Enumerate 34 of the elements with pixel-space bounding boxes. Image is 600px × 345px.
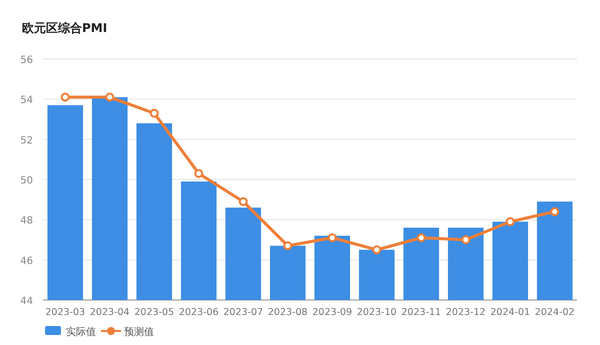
- x-tick-label: 2023-05: [134, 307, 174, 318]
- point: [150, 108, 159, 118]
- x-tick-label: 2023-03: [45, 307, 86, 318]
- y-tick-label: 54: [20, 95, 33, 106]
- x-tick-label: 2023-12: [446, 307, 486, 318]
- point: [283, 241, 292, 250]
- point: [328, 233, 337, 242]
- x-tick-label: 2024-02: [534, 307, 575, 318]
- x-tick-label: 2023-04: [90, 307, 130, 318]
- legend-label: 实际值: [66, 326, 96, 338]
- x-tick-label: 2023-07: [223, 307, 264, 318]
- x-tick-label: 2023-10: [356, 307, 397, 318]
- x-tick-label: 2023-06: [178, 307, 219, 318]
- x-tick-label: 2023-11: [401, 307, 442, 318]
- y-tick-label: 50: [20, 176, 33, 186]
- point: [238, 197, 248, 206]
- x-tick-label: 2023-09: [312, 307, 352, 318]
- chart-title: 欧元区综合PMI: [22, 21, 108, 35]
- point: [105, 92, 114, 102]
- y-tick-label: 52: [20, 135, 33, 146]
- point: [506, 217, 515, 226]
- x-tick-label: 2023-08: [268, 307, 308, 318]
- y-tick-label: 48: [20, 216, 33, 227]
- point: [372, 245, 382, 254]
- y-tick-label: 46: [20, 256, 33, 267]
- point: [60, 92, 70, 102]
- point: [461, 235, 470, 244]
- point: [550, 207, 560, 216]
- x-tick-label: 2024-01: [490, 307, 530, 318]
- point: [194, 168, 204, 178]
- y-tick-label: 44: [20, 296, 33, 307]
- legend-label: 预测值: [124, 326, 154, 338]
- point: [416, 233, 426, 242]
- y-tick-label: 56: [20, 55, 33, 66]
